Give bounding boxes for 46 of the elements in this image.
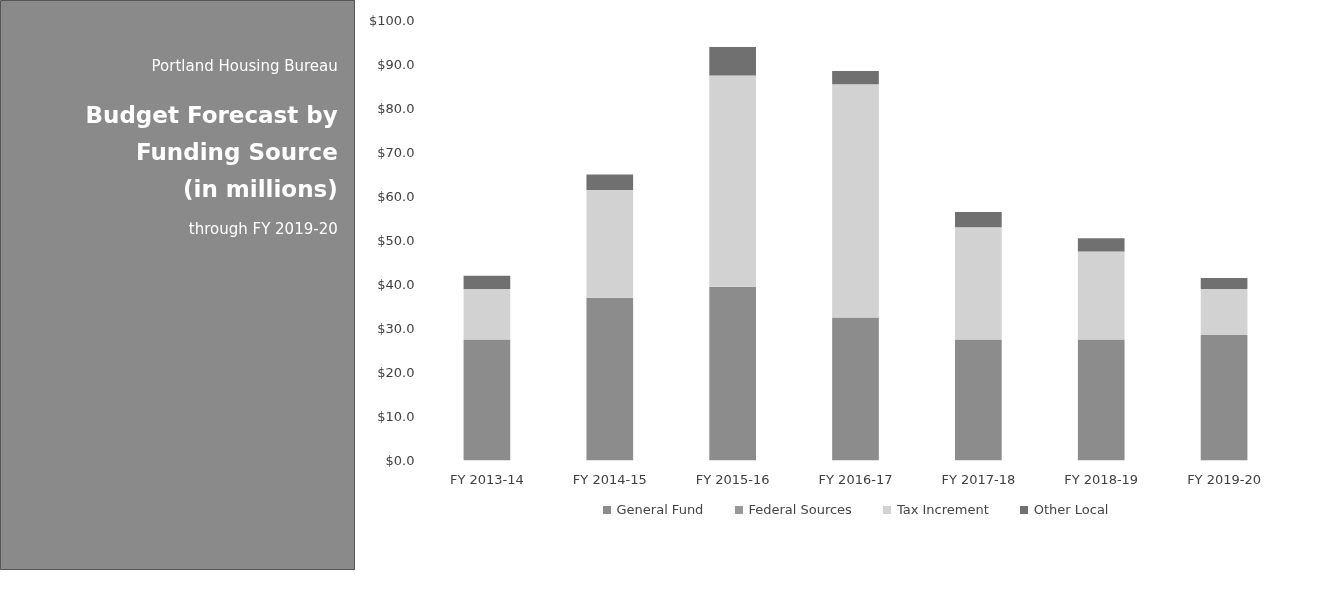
bar bbox=[709, 286, 756, 461]
legend-label: Other Local bbox=[1033, 501, 1109, 517]
bar bbox=[709, 46, 756, 76]
x-tick-label: FY 2018-19 bbox=[1064, 471, 1139, 487]
x-tick-label: FY 2013-14 bbox=[449, 471, 524, 487]
bar bbox=[1200, 288, 1248, 336]
legend-label: Tax Increment bbox=[896, 501, 989, 517]
bar bbox=[1200, 335, 1248, 461]
bar bbox=[709, 75, 756, 287]
bar bbox=[832, 71, 879, 85]
text: Budget Forecast by Funding Source (in millions) bbox=[85, 101, 338, 202]
legend-label: General Fund bbox=[616, 501, 704, 517]
legend-label: Federal Sources bbox=[748, 501, 852, 517]
bar bbox=[586, 189, 634, 298]
x-tick-label: FY 2019-20 bbox=[1187, 471, 1262, 487]
bar bbox=[463, 288, 511, 340]
bar bbox=[832, 84, 879, 318]
text: through FY 2019-20 bbox=[188, 219, 338, 238]
x-tick-label: FY 2016-17 bbox=[818, 471, 893, 487]
y-tick-label: $30.0 bbox=[377, 321, 415, 336]
bar bbox=[1077, 339, 1125, 461]
y-tick-label: $10.0 bbox=[377, 409, 415, 424]
y-tick-label: $50.0 bbox=[377, 233, 415, 248]
y-tick-label: $100.0 bbox=[369, 13, 415, 28]
bar bbox=[955, 339, 1002, 461]
bar bbox=[463, 339, 511, 461]
y-tick-label: $20.0 bbox=[377, 365, 415, 380]
x-tick-label: FY 2014-15 bbox=[572, 471, 647, 487]
y-tick-label: $0.0 bbox=[385, 453, 415, 468]
y-tick-label: $90.0 bbox=[377, 57, 415, 72]
y-tick-label: $80.0 bbox=[377, 101, 415, 116]
x-tick-label: FY 2015-16 bbox=[695, 471, 770, 487]
bar bbox=[1077, 238, 1125, 252]
bar bbox=[463, 275, 511, 289]
bar bbox=[586, 297, 634, 461]
bar bbox=[1200, 277, 1248, 289]
y-tick-label: $40.0 bbox=[377, 277, 415, 292]
bar bbox=[586, 174, 634, 190]
bar bbox=[955, 211, 1002, 228]
bar bbox=[1077, 251, 1125, 340]
text: Portland Housing Bureau bbox=[151, 57, 338, 76]
bar bbox=[955, 227, 1002, 340]
bar bbox=[832, 317, 879, 461]
y-tick-label: $70.0 bbox=[377, 145, 415, 160]
y-tick-label: $60.0 bbox=[377, 189, 415, 204]
x-tick-label: FY 2017-18 bbox=[941, 471, 1016, 487]
